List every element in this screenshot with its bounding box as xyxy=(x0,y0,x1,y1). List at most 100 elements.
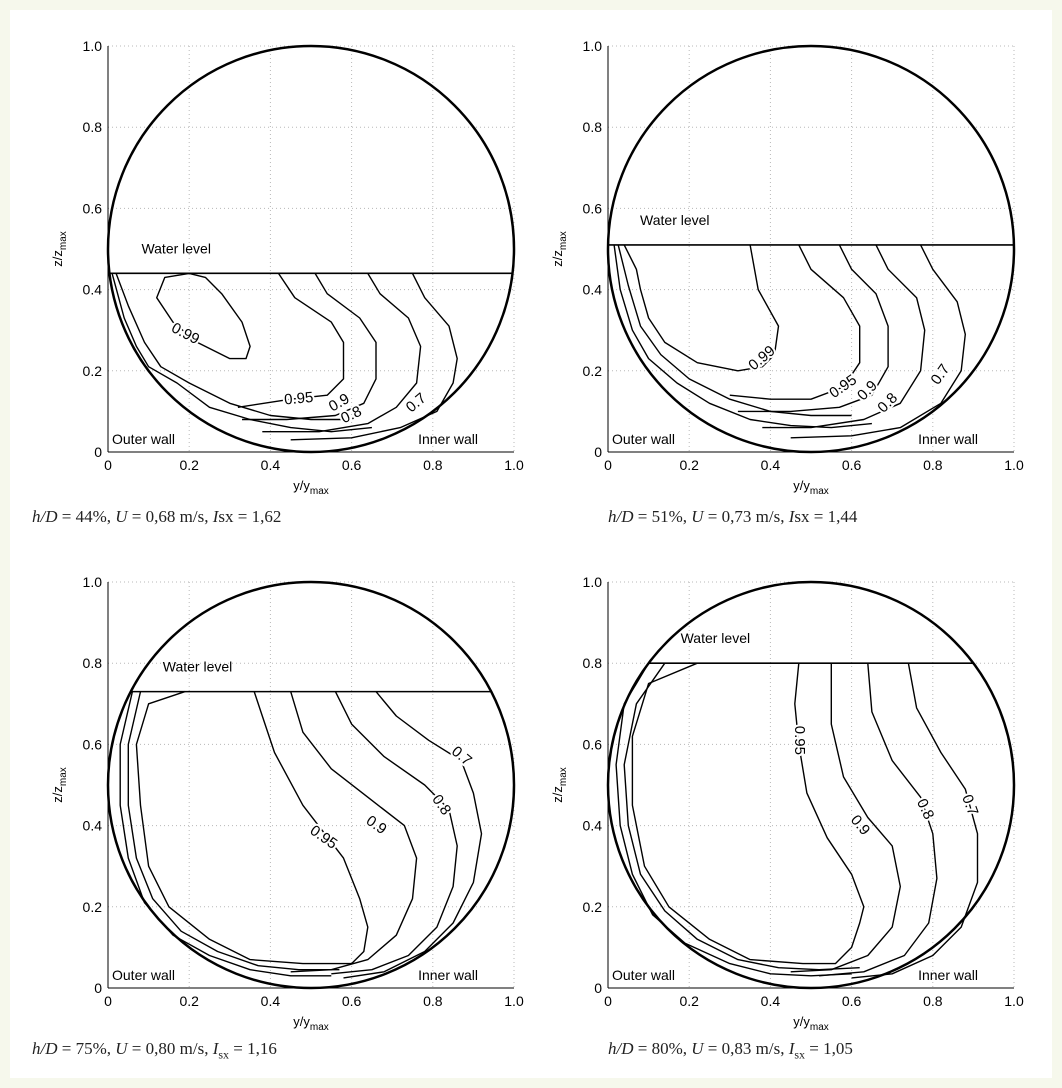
plot-1-ytick-3: 0.6 xyxy=(83,200,103,216)
caption-2: h/D = 51%, U = 0,73 m/s, Isx = 1,44 xyxy=(608,507,858,526)
plot-4-xtick-5: 1.0 xyxy=(1004,993,1024,1009)
plot-1-contour-0 xyxy=(156,272,251,360)
caption-2-u: 0,73 m/s xyxy=(721,507,781,526)
plot-1-contours xyxy=(111,272,458,441)
plot-3-contour-2 xyxy=(331,691,458,975)
plot-2-contour-1 xyxy=(729,244,861,400)
plot-4-contour-3 xyxy=(851,663,979,979)
plot-4-ytick-1: 0.2 xyxy=(583,899,603,915)
plot-2-contour-5 xyxy=(613,244,872,429)
caption-1-isx: 1,62 xyxy=(251,507,282,526)
plot-2-contour-0 xyxy=(623,244,780,372)
plot-4-ytick-2: 0.4 xyxy=(583,818,603,834)
plot-3-inner-wall-label: Inner wall xyxy=(418,967,478,983)
caption-3: h/D = 75%, U = 0,80 m/s, Isx = 1,16 xyxy=(32,1039,277,1062)
plot-3-ytick-4: 0.8 xyxy=(83,655,103,671)
plot-2-ylabel-sub: max xyxy=(558,231,569,250)
plot-3-contour-0 xyxy=(135,690,369,965)
plot-1-inner-wall-label: Inner wall xyxy=(418,431,478,447)
plot-3-xlabel-sub: max xyxy=(310,1022,329,1033)
plot-4-contour-1 xyxy=(790,663,901,973)
plot-2-ytick-4: 0.8 xyxy=(583,119,603,135)
plot-2-contour-label-4: 0.7 xyxy=(928,361,954,388)
plot-2-xlabel: y/ymax xyxy=(793,478,829,497)
plot-4-ylabel: z/zmax xyxy=(550,767,569,803)
plot-4-xlabel-sub: max xyxy=(810,1022,829,1033)
plot-1: 0 0.2 0.4 0.6 0.8 1.0 0 0.2 0.4 0.6 0.8 1.0 y/ymax z/… xyxy=(50,38,524,497)
plot-3: 0 0.2 0.4 0.6 0.8 1.0 0 0.2 0.4 0.6 0.8 1.0 y/ymax z/… xyxy=(50,574,524,1033)
plot-3-pipe-wall xyxy=(106,580,516,990)
plot-1-xtick-4: 0.8 xyxy=(423,457,443,473)
plot-4-inner-wall-label: Inner wall xyxy=(918,967,978,983)
figure-frame: 0 0.2 0.4 0.6 0.8 1.0 0 0.2 0.4 0.6 0.8 1.0 y/ymax z/… xyxy=(10,10,1052,1078)
plot-3-contour-3 xyxy=(343,691,483,979)
plot-1-ylabel: z/zmax xyxy=(50,231,69,267)
plot-3-xtick-1: 0.2 xyxy=(179,993,199,1009)
plot-3-contours xyxy=(119,690,483,979)
plot-1-ytick-4: 0.8 xyxy=(83,119,103,135)
plot-1-xlabel-sub: max xyxy=(310,486,329,497)
plot-1-contour-3 xyxy=(262,273,422,433)
plot-4-pipe-wall xyxy=(606,580,1016,990)
plot-1-xtick-0: 0 xyxy=(104,457,112,473)
plot-2-pipe-wall xyxy=(606,44,1016,454)
plot-3-ytick-2: 0.4 xyxy=(83,818,103,834)
plot-4-contour-label-3: 0.7 xyxy=(958,792,981,817)
plot-3-xtick-4: 0.8 xyxy=(423,993,443,1009)
plot-2-xtick-2: 0.4 xyxy=(761,457,781,473)
caption-1: h/D = 44%, U = 0,68 m/s, Isx = 1,62 xyxy=(32,507,282,526)
plot-2-ytick-5: 1.0 xyxy=(583,38,603,54)
plot-3-xtick-0: 0 xyxy=(104,993,112,1009)
plot-2-ytick-1: 0.2 xyxy=(583,363,603,379)
plot-3-contour-label-1: 0.9 xyxy=(363,812,390,838)
plot-4-xtick-1: 0.2 xyxy=(679,993,699,1009)
plot-3-ytick-0: 0 xyxy=(94,980,102,996)
plot-2: 0 0.2 0.4 0.6 0.8 1.0 0 0.2 0.4 0.6 0.8 1.0 y/ymax z/… xyxy=(550,38,1024,497)
plot-1-contour-label-1: 0.95 xyxy=(283,389,314,408)
plot-1-outer-wall-label: Outer wall xyxy=(112,431,175,447)
caption-3-u: 0,80 m/s xyxy=(145,1039,205,1058)
plot-3-xtick-2: 0.4 xyxy=(261,993,281,1009)
plot-2-contours xyxy=(613,244,966,439)
plot-3-xtick-3: 0.6 xyxy=(342,993,362,1009)
plot-1-ytick-0: 0 xyxy=(94,444,102,460)
caption-4-hd: 80% xyxy=(651,1039,683,1058)
plot-2-xtick-3: 0.6 xyxy=(842,457,862,473)
plot-1-water-label: Water level xyxy=(141,240,211,256)
plot-2-ytick-0: 0 xyxy=(594,444,602,460)
plot-4-contour-0 xyxy=(631,662,865,965)
plot-4-contour-2 xyxy=(819,663,938,977)
caption-2-hd: 51% xyxy=(651,507,683,526)
plot-4-ytick-5: 1.0 xyxy=(583,574,603,590)
plot-2-ytick-3: 0.6 xyxy=(583,200,603,216)
plot-4-xtick-0: 0 xyxy=(604,993,612,1009)
plot-2-xtick-1: 0.2 xyxy=(679,457,699,473)
plot-2-outer-wall-label: Outer wall xyxy=(612,431,675,447)
plot-1-xtick-2: 0.4 xyxy=(261,457,281,473)
caption-4-u: 0,83 m/s xyxy=(721,1039,781,1058)
plot-2-contour-4 xyxy=(790,244,966,439)
plot-4-outer-wall-label: Outer wall xyxy=(612,967,675,983)
plot-2-xlabel-sub: max xyxy=(810,486,829,497)
plot-4-contour-label-2: 0.8 xyxy=(913,796,937,822)
plot-2-water-label: Water level xyxy=(640,212,710,228)
caption-4: h/D = 80%, U = 0,83 m/s, Isx = 1,05 xyxy=(608,1039,853,1062)
plot-1-pipe-wall xyxy=(106,44,516,454)
plot-4-contour-5 xyxy=(623,662,860,971)
plot-2-xtick-0: 0 xyxy=(604,457,612,473)
plot-4-contours xyxy=(615,662,979,979)
plot-4-contour-label-0: 0.95 xyxy=(791,726,808,755)
plot-2-contour-6 xyxy=(617,244,852,417)
caption-4-isx: 1,05 xyxy=(823,1039,853,1058)
plot-1-ytick-2: 0.4 xyxy=(83,282,103,298)
plot-3-contour-5 xyxy=(127,691,340,971)
plot-3-ylabel-sub: max xyxy=(58,767,69,786)
plot-4-xtick-2: 0.4 xyxy=(761,993,781,1009)
plot-4-ytick-4: 0.8 xyxy=(583,655,603,671)
plot-4-contour-label-1: 0.9 xyxy=(847,812,873,839)
plot-1-xtick-3: 0.6 xyxy=(342,457,362,473)
plot-3-contour-label-3: 0.7 xyxy=(448,743,475,769)
plot-1-contour-4 xyxy=(290,273,458,441)
caption-3-hd: 75% xyxy=(75,1039,107,1058)
plot-4-ytick-0: 0 xyxy=(594,980,602,996)
